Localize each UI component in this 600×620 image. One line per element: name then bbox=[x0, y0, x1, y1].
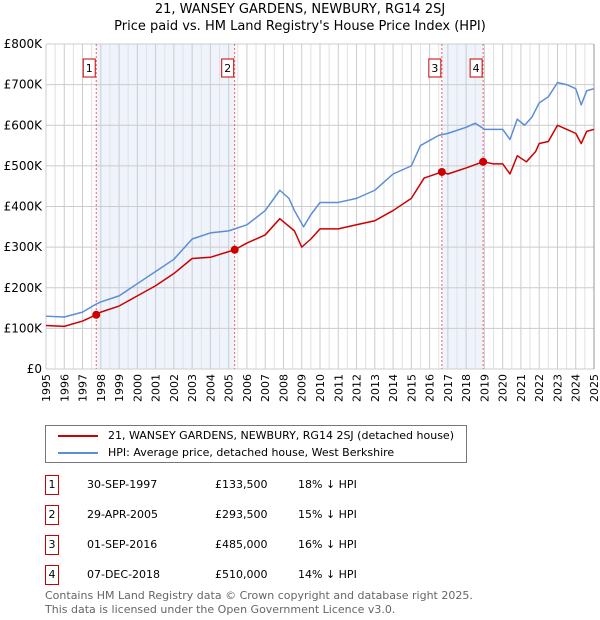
transaction-row: 4 07-DEC-2018 £510,000 14% ↓ HPI bbox=[45, 565, 445, 585]
chart-title: 21, WANSEY GARDENS, NEWBURY, RG14 2SJ bbox=[154, 2, 446, 17]
x-tick-label: 2006 bbox=[241, 374, 254, 402]
legend-item-hpi: HPI: Average price, detached house, West… bbox=[58, 446, 394, 459]
sale-point bbox=[92, 310, 101, 319]
transaction-row: 1 30-SEP-1997 £133,500 18% ↓ HPI bbox=[45, 475, 445, 495]
x-tick-label: 2003 bbox=[186, 374, 199, 402]
x-tick-label: 1995 bbox=[40, 374, 53, 402]
sale-point bbox=[479, 157, 488, 166]
marker-label-box bbox=[221, 58, 235, 78]
marker-badge: 3 bbox=[45, 535, 59, 555]
marker-label-box bbox=[469, 58, 483, 78]
x-tick-label: 2022 bbox=[533, 374, 546, 402]
transaction-hpi: 16% ↓ HPI bbox=[298, 538, 357, 551]
legend: 21, WANSEY GARDENS, NEWBURY, RG14 2SJ (d… bbox=[45, 425, 467, 463]
transaction-date: 29-APR-2005 bbox=[87, 508, 159, 521]
x-tick-label: 2019 bbox=[478, 374, 491, 402]
marker-label-box bbox=[428, 58, 442, 78]
footer-line2: This data is licensed under the Open Gov… bbox=[45, 603, 396, 616]
chart: 1995 1996 1997 1998 1999 2000 2001 2002 2003 2004… bbox=[4, 37, 600, 402]
y-tick-label: £400K bbox=[4, 200, 44, 214]
x-tick-label: 2002 bbox=[168, 374, 181, 402]
marker-badge: 1 bbox=[45, 475, 59, 495]
x-tick-label: 2020 bbox=[497, 374, 510, 402]
y-tick-label: £500K bbox=[4, 159, 44, 173]
x-tick-label: 2021 bbox=[515, 374, 528, 402]
sale-point bbox=[437, 167, 446, 176]
transaction-date: 01-SEP-2016 bbox=[87, 538, 158, 551]
transaction-date: 30-SEP-1997 bbox=[87, 478, 158, 491]
transaction-date: 07-DEC-2018 bbox=[87, 568, 161, 581]
footer-line1: Contains HM Land Registry data © Crown c… bbox=[45, 589, 473, 602]
sale-point bbox=[230, 245, 239, 254]
chart-subtitle: Price paid vs. HM Land Registry's House … bbox=[114, 19, 486, 34]
y-tick-label: £100K bbox=[4, 321, 44, 335]
legend-item-property: 21, WANSEY GARDENS, NEWBURY, RG14 2SJ (d… bbox=[58, 429, 454, 442]
x-tick-label: 2007 bbox=[259, 374, 272, 402]
y-tick-label: £800K bbox=[4, 37, 44, 51]
y-tick-label: £0 bbox=[27, 362, 42, 376]
x-tick-label: 1998 bbox=[95, 374, 108, 402]
x-tick-label: 2018 bbox=[460, 374, 473, 402]
x-tick-label: 2025 bbox=[588, 374, 600, 402]
marker-label: 2 bbox=[224, 62, 231, 75]
transaction-hpi: 14% ↓ HPI bbox=[298, 568, 357, 581]
x-tick-label: 2004 bbox=[204, 374, 217, 402]
transaction-price: £510,000 bbox=[215, 568, 268, 581]
x-tick-label: 2024 bbox=[570, 374, 583, 402]
x-tick-label: 2013 bbox=[369, 374, 382, 402]
x-tick-label: 1999 bbox=[113, 374, 126, 402]
transaction-hpi: 18% ↓ HPI bbox=[298, 478, 357, 491]
transaction-price: £293,500 bbox=[215, 508, 268, 521]
legend-swatch bbox=[58, 434, 98, 437]
x-tick-label: 2001 bbox=[150, 374, 163, 402]
transaction-row: 3 01-SEP-2016 £485,000 16% ↓ HPI bbox=[45, 535, 445, 555]
legend-label: HPI: Average price, detached house, West… bbox=[108, 446, 395, 459]
marker-badge: 4 bbox=[45, 565, 59, 585]
series-line bbox=[45, 124, 595, 328]
x-tick-label: 2008 bbox=[277, 374, 290, 402]
x-tick-label: 2012 bbox=[351, 374, 364, 402]
x-tick-label: 2011 bbox=[332, 374, 345, 402]
y-tick-label: £700K bbox=[4, 78, 44, 92]
y-tick-label: £600K bbox=[4, 118, 44, 132]
marker-badge: 2 bbox=[45, 505, 59, 525]
marker-label: 1 bbox=[86, 62, 93, 75]
marker-label: 4 bbox=[473, 62, 480, 75]
legend-label: 21, WANSEY GARDENS, NEWBURY, RG14 2SJ (d… bbox=[108, 429, 454, 442]
transaction-row: 2 29-APR-2005 £293,500 15% ↓ HPI bbox=[45, 505, 445, 525]
y-tick-label: £300K bbox=[4, 240, 44, 254]
legend-swatch bbox=[58, 451, 98, 454]
series-line bbox=[45, 81, 595, 318]
footer: Contains HM Land Registry data © Crown c… bbox=[45, 589, 473, 617]
marker-label-box bbox=[82, 58, 96, 78]
x-tick-label: 2015 bbox=[405, 374, 418, 402]
x-tick-label: 2016 bbox=[424, 374, 437, 402]
y-tick-label: £200K bbox=[4, 281, 44, 295]
x-tick-label: 2014 bbox=[387, 374, 400, 402]
marker-label: 3 bbox=[431, 62, 438, 75]
x-tick-label: 1996 bbox=[58, 374, 71, 402]
x-tick-label: 2017 bbox=[442, 374, 455, 402]
transaction-price: £133,500 bbox=[215, 478, 268, 491]
transaction-price: £485,000 bbox=[215, 538, 268, 551]
x-tick-label: 2000 bbox=[131, 374, 144, 402]
x-tick-label: 1997 bbox=[77, 374, 90, 402]
x-tick-label: 2010 bbox=[314, 374, 327, 402]
x-tick-label: 2023 bbox=[551, 374, 564, 402]
transaction-hpi: 15% ↓ HPI bbox=[298, 508, 357, 521]
x-tick-label: 2009 bbox=[296, 374, 309, 402]
x-tick-label: 2005 bbox=[223, 374, 236, 402]
